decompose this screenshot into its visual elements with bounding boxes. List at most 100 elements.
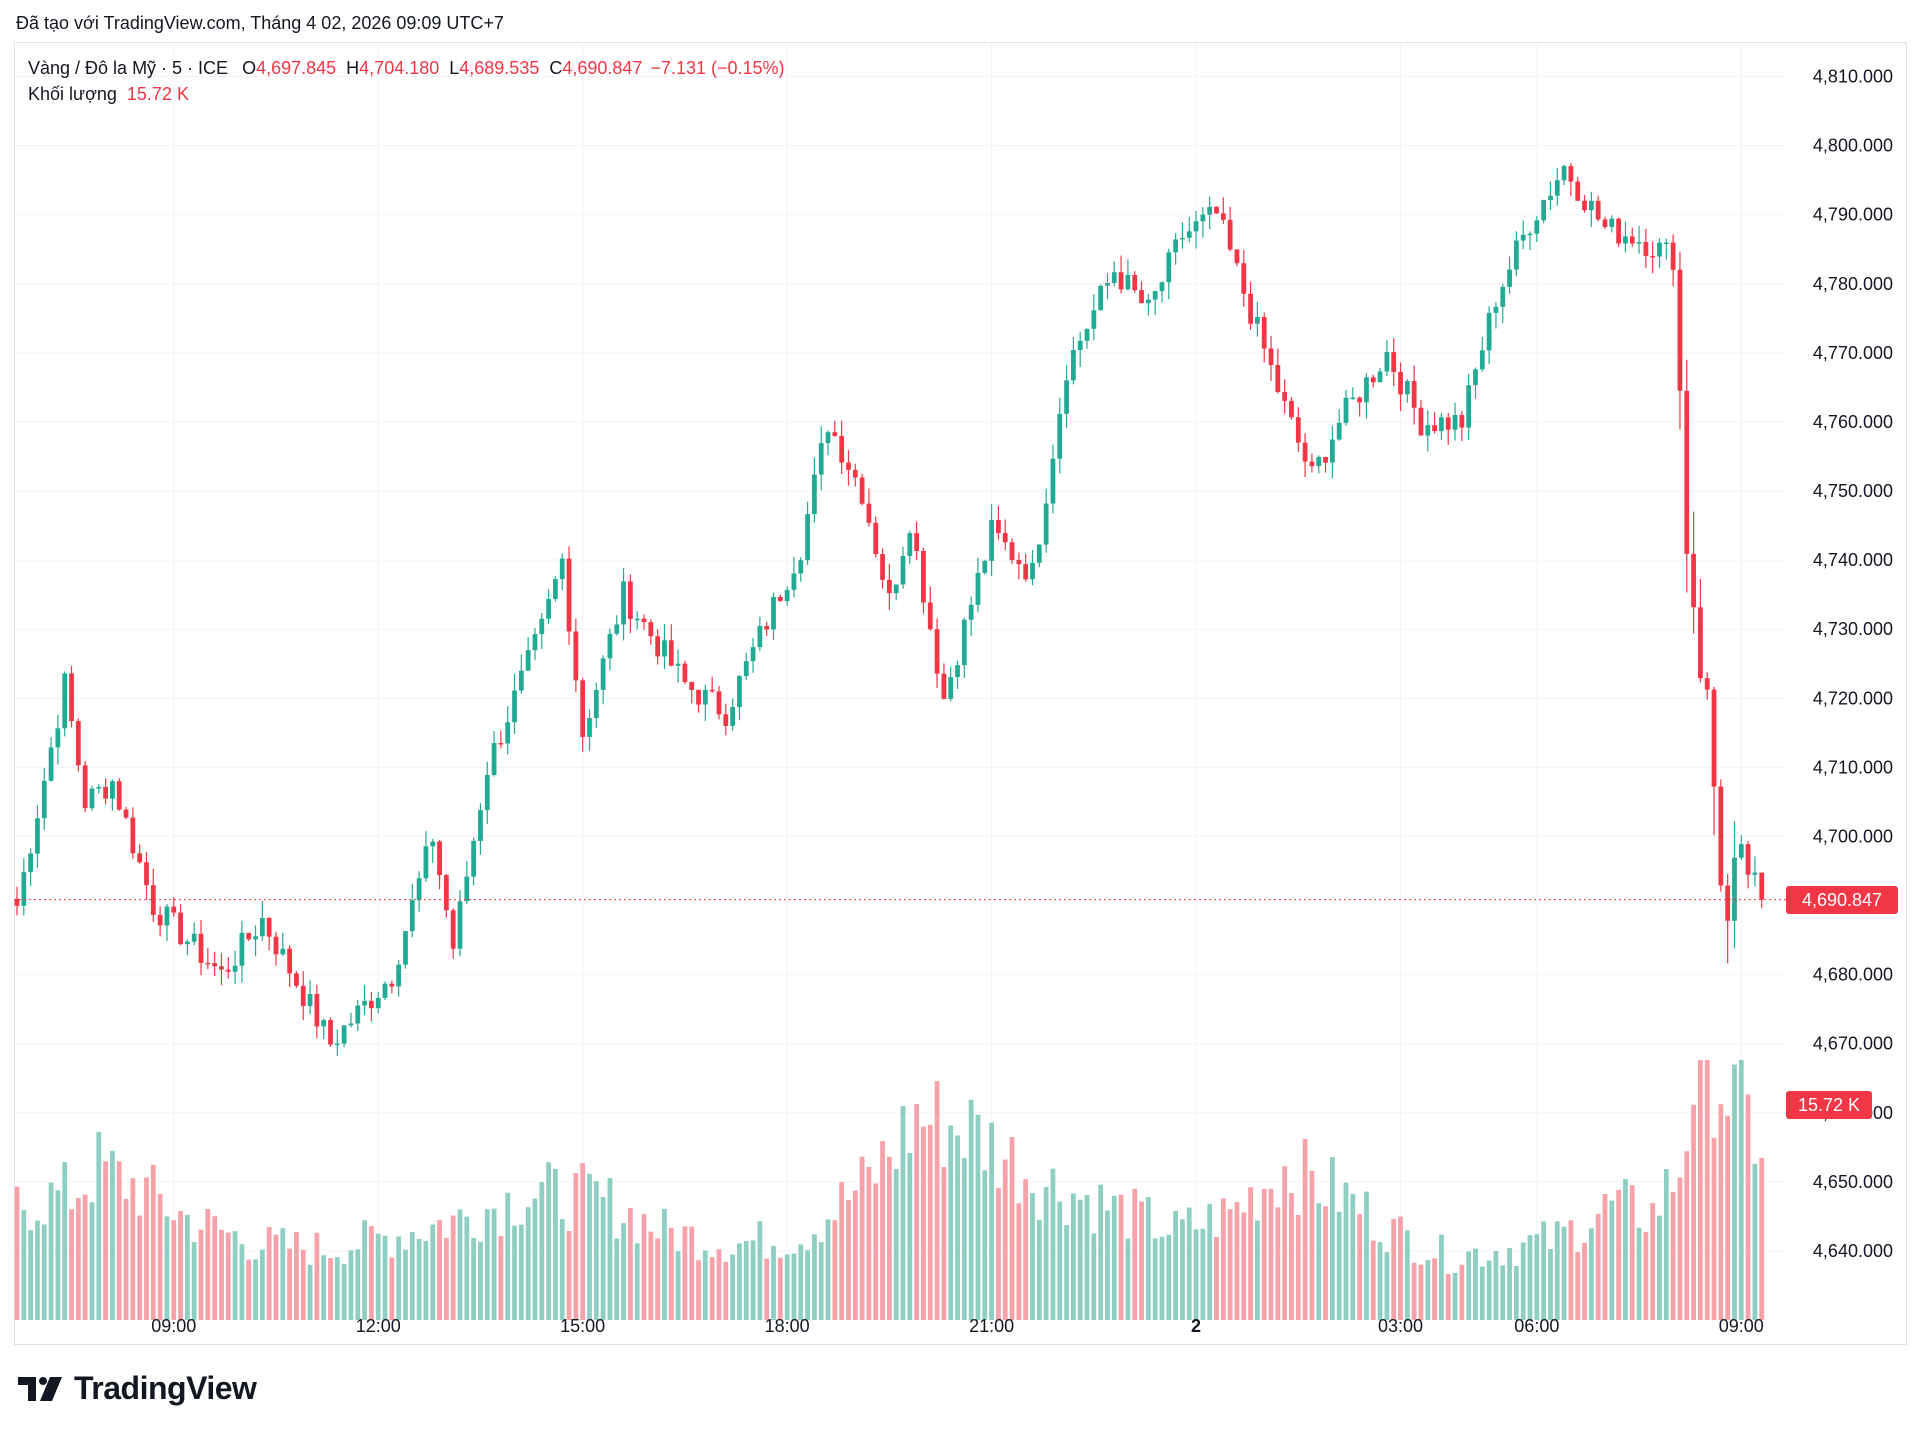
- volume-bar: [1711, 1137, 1717, 1320]
- volume-bar: [859, 1156, 865, 1320]
- volume-bar: [1132, 1188, 1138, 1320]
- candle-body: [1302, 442, 1308, 462]
- candle-body: [839, 435, 845, 463]
- volume-bar: [1357, 1214, 1363, 1320]
- volume-bar: [1404, 1230, 1410, 1320]
- volume-bar: [1663, 1169, 1669, 1320]
- volume-bar: [1636, 1227, 1642, 1320]
- candle-body: [1105, 282, 1110, 286]
- volume-bar: [1657, 1215, 1662, 1320]
- candlestick-chart[interactable]: 4,810.000 4,800.000 4,790.000 4,780.000 4,77…: [0, 0, 1920, 1345]
- candle-body: [1513, 240, 1519, 270]
- candle-body: [518, 670, 524, 691]
- volume-bar: [1391, 1218, 1397, 1320]
- volume-bar: [757, 1221, 763, 1320]
- volume-bar: [593, 1181, 599, 1320]
- candle-body: [253, 936, 258, 940]
- volume-bar: [1329, 1157, 1335, 1320]
- candle-body: [423, 846, 429, 879]
- candle-body: [1132, 274, 1138, 291]
- candle-body: [941, 673, 947, 699]
- volume-bar: [1738, 1060, 1744, 1320]
- price-tick-label: 4,790.000: [1813, 205, 1893, 225]
- volume-bar: [259, 1249, 265, 1320]
- candle-body: [982, 560, 988, 573]
- volume-bar: [178, 1210, 183, 1320]
- candle-body: [443, 875, 449, 911]
- volume-bar: [968, 1099, 974, 1320]
- volume-bar: [382, 1235, 388, 1320]
- candle-body: [1139, 290, 1144, 304]
- volume-bar: [498, 1236, 504, 1320]
- volume-bar: [116, 1161, 122, 1320]
- volume-bar: [934, 1081, 940, 1320]
- price-tick-label: 4,730.000: [1813, 619, 1893, 639]
- candle-body: [1084, 328, 1090, 341]
- volume-bar: [1050, 1168, 1056, 1320]
- candle-body: [355, 1005, 361, 1024]
- volume-bar: [1111, 1195, 1117, 1320]
- volume-bar: [1118, 1194, 1124, 1320]
- volume-bar: [607, 1178, 613, 1320]
- volume-bar: [1582, 1242, 1587, 1320]
- volume-bar: [1650, 1203, 1656, 1320]
- volume-bar: [1595, 1213, 1601, 1320]
- candle-body: [532, 634, 538, 651]
- candle-body: [791, 573, 797, 590]
- volume-bar: [409, 1231, 415, 1320]
- volume-bar: [1445, 1273, 1451, 1320]
- time-tick-label: 06:00: [1514, 1316, 1559, 1336]
- open-key: O: [242, 58, 257, 78]
- candle-body: [1704, 678, 1710, 690]
- volume-bar: [784, 1254, 790, 1320]
- candle-body: [396, 964, 402, 987]
- candle-body: [239, 932, 245, 966]
- volume-bar: [273, 1234, 279, 1320]
- candle-body: [1214, 206, 1219, 214]
- high-value: 4,704.180: [359, 58, 440, 78]
- volume-bar: [1418, 1264, 1424, 1320]
- volume-bar: [341, 1264, 347, 1320]
- price-tick-label: 4,680.000: [1813, 965, 1893, 985]
- candle-body: [1466, 385, 1472, 428]
- volume-bar: [989, 1122, 994, 1320]
- candle-body: [1745, 844, 1751, 875]
- candle-body: [812, 474, 817, 515]
- volume-bar: [1289, 1193, 1294, 1320]
- volume-bar: [846, 1200, 851, 1320]
- candle-body: [1323, 456, 1328, 463]
- tradingview-brand[interactable]: TradingView: [16, 1370, 257, 1407]
- candle-body: [1527, 233, 1533, 236]
- candle-body: [321, 1020, 327, 1027]
- volume-bar: [1057, 1201, 1063, 1320]
- volume-bar: [35, 1220, 40, 1320]
- candle-body: [1364, 377, 1369, 403]
- volume-bar: [1268, 1188, 1274, 1320]
- candle-body: [914, 533, 920, 551]
- candle-body: [852, 469, 858, 478]
- volume-bar: [82, 1194, 88, 1320]
- volume-label[interactable]: Khối lượng: [28, 84, 117, 104]
- candle-body: [287, 948, 293, 974]
- volume-bar: [1500, 1265, 1506, 1320]
- volume-bar: [941, 1167, 947, 1320]
- volume-bar: [1023, 1179, 1029, 1320]
- candle-body: [1227, 219, 1233, 250]
- volume-bar: [777, 1257, 783, 1320]
- candle-body: [130, 817, 136, 854]
- symbol-title[interactable]: Vàng / Đô la Mỹ · 5 · ICE: [28, 58, 229, 78]
- volume-bar: [478, 1241, 483, 1320]
- volume-bar: [839, 1181, 845, 1320]
- candle-body: [1493, 306, 1499, 313]
- candle-body: [805, 514, 810, 561]
- candle-body: [1486, 312, 1492, 351]
- price-tick-label: 4,780.000: [1813, 274, 1893, 294]
- candle-body: [89, 788, 95, 809]
- candle-body: [893, 584, 899, 594]
- candle-body: [471, 840, 477, 877]
- volume-bar: [641, 1214, 647, 1320]
- volume-bar: [212, 1216, 218, 1320]
- volume-bar: [1527, 1235, 1533, 1320]
- volume-bar: [546, 1162, 551, 1320]
- candle-body: [403, 931, 408, 965]
